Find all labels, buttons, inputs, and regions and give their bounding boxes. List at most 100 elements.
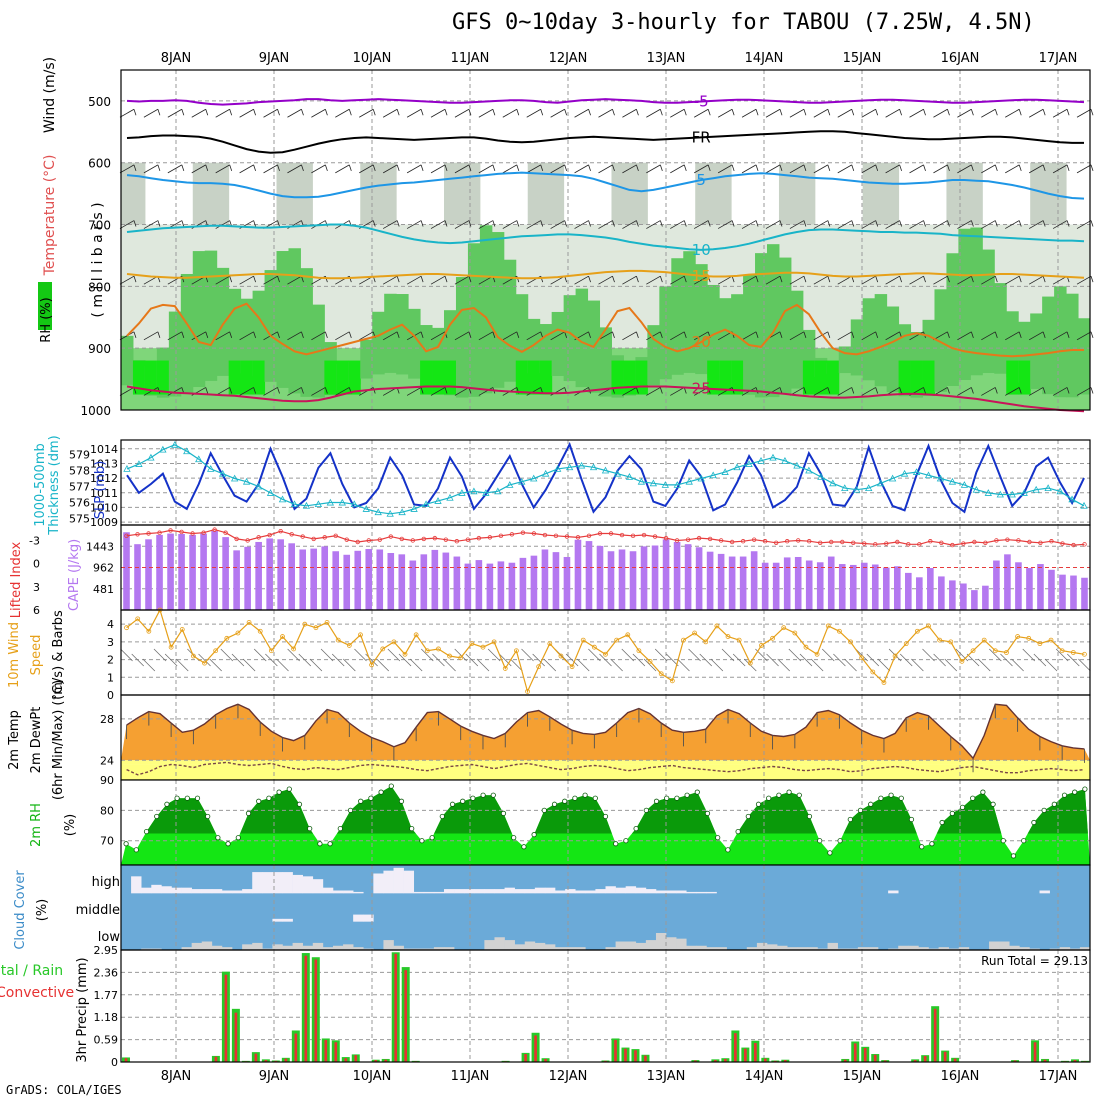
wind-barb: [755, 220, 759, 227]
rh-shading-cell: [1042, 296, 1055, 395]
rh-shading-cell: [216, 162, 230, 225]
cape-bar: [508, 562, 516, 610]
wind-barb: [478, 331, 494, 341]
wind-speed-point: [970, 648, 976, 654]
wind-barb: [1076, 331, 1092, 341]
li-point: [906, 542, 911, 547]
rh-point: [725, 847, 731, 853]
rh-point: [827, 850, 833, 856]
wind-barb: [526, 220, 541, 229]
wind-barb: [287, 648, 300, 662]
pressure-tick: 600: [88, 157, 111, 171]
wind-speed-point: [614, 637, 620, 643]
wind-barb: [779, 109, 783, 116]
cape-bar: [321, 546, 329, 610]
wind-barb: [1005, 108, 1020, 118]
rh-point: [694, 789, 700, 795]
rh-point: [898, 795, 904, 801]
precip-convective-bar: [644, 1055, 647, 1062]
rh-point: [327, 841, 333, 847]
wind-barb: [877, 658, 891, 672]
cape-bar: [277, 539, 284, 610]
cloud-cover-bar: [494, 937, 505, 950]
cloud-cover-bar: [1069, 948, 1081, 950]
li-point: [289, 532, 294, 537]
rh-point: [837, 838, 843, 844]
wind-barb: [670, 331, 685, 341]
wind-barb: [1028, 108, 1044, 118]
wind-speed-point: [224, 635, 230, 641]
wind-barb: [670, 108, 685, 118]
rh-shading-cell: [144, 360, 158, 395]
wind-speed-point: [803, 644, 809, 650]
precip-convective-bar: [324, 1039, 328, 1062]
wind-barb: [598, 331, 613, 341]
wind-barb: [971, 164, 974, 172]
wind-barb: [359, 331, 374, 341]
li-point: [851, 540, 856, 545]
wind-barb: [837, 275, 852, 285]
isotherm-line: [126, 98, 1085, 106]
rh-point: [908, 816, 915, 823]
cloud-cover-bar: [746, 947, 758, 950]
wind-speed-point: [257, 628, 263, 634]
cloud-cover-bar: [1029, 948, 1040, 950]
wind-barb: [420, 164, 424, 172]
wind-barb: [215, 220, 230, 229]
wind-barb: [741, 108, 757, 118]
temperature-line: [126, 703, 1085, 760]
cape-bar: [1070, 575, 1077, 610]
run-total-label: Run Total = 29.13: [981, 954, 1088, 968]
cape-bar: [145, 539, 152, 610]
wind-barb: [465, 653, 479, 667]
rh-shading-cell: [372, 311, 385, 375]
wind-barb: [1042, 164, 1046, 172]
rh-shading-cell: [1006, 360, 1019, 395]
wind-barb: [981, 331, 996, 341]
rh-point: [919, 844, 925, 850]
wind-speed-point: [1059, 648, 1065, 654]
cloud-cover-bar: [373, 873, 384, 894]
cloud-cover-bar: [272, 944, 283, 950]
wind-barb: [205, 109, 209, 116]
thickness-point: [649, 479, 658, 487]
cloud-cover-bar: [454, 889, 465, 894]
thickness-point: [948, 477, 957, 485]
cape-bar: [398, 554, 406, 610]
wind-barb: [167, 164, 183, 174]
wind-barb: [420, 109, 424, 116]
li-point: [564, 534, 570, 539]
rh-shading-cell: [503, 259, 517, 382]
thickness-point: [888, 474, 897, 482]
wind-speed-point: [202, 660, 207, 666]
li-tick: 0: [33, 558, 40, 571]
wind-barb: [239, 108, 254, 118]
thickness-point: [195, 455, 203, 463]
cape-bar: [816, 562, 824, 610]
dewpoint-line: [126, 761, 1085, 776]
thickness-point: [924, 471, 933, 479]
rh-point: [235, 835, 241, 841]
slp-tick: 1014: [90, 443, 118, 456]
precip-convective-bar: [234, 1012, 238, 1062]
li-point: [1038, 540, 1043, 545]
date-label-top: 15JAN: [843, 51, 882, 66]
cloud-cover-bar: [312, 942, 324, 950]
wind-barb: [632, 653, 646, 667]
wind-barb: [1042, 331, 1046, 338]
wind-barb: [622, 164, 637, 174]
wind-barb: [550, 108, 565, 118]
wind-barb: [239, 275, 254, 285]
wind-barb: [133, 220, 137, 227]
wind-barb: [923, 387, 926, 394]
li-point: [124, 533, 129, 539]
wind-barb: [636, 276, 639, 283]
wind-barb: [827, 220, 831, 227]
wind-barb: [348, 109, 352, 116]
wind-barb: [231, 653, 245, 667]
wind-barb: [636, 164, 639, 172]
date-label-bottom: 10JAN: [353, 1069, 392, 1084]
rh-shading-cell: [874, 294, 888, 387]
wind-barb: [837, 164, 852, 174]
wind-tick: 0: [107, 689, 114, 702]
